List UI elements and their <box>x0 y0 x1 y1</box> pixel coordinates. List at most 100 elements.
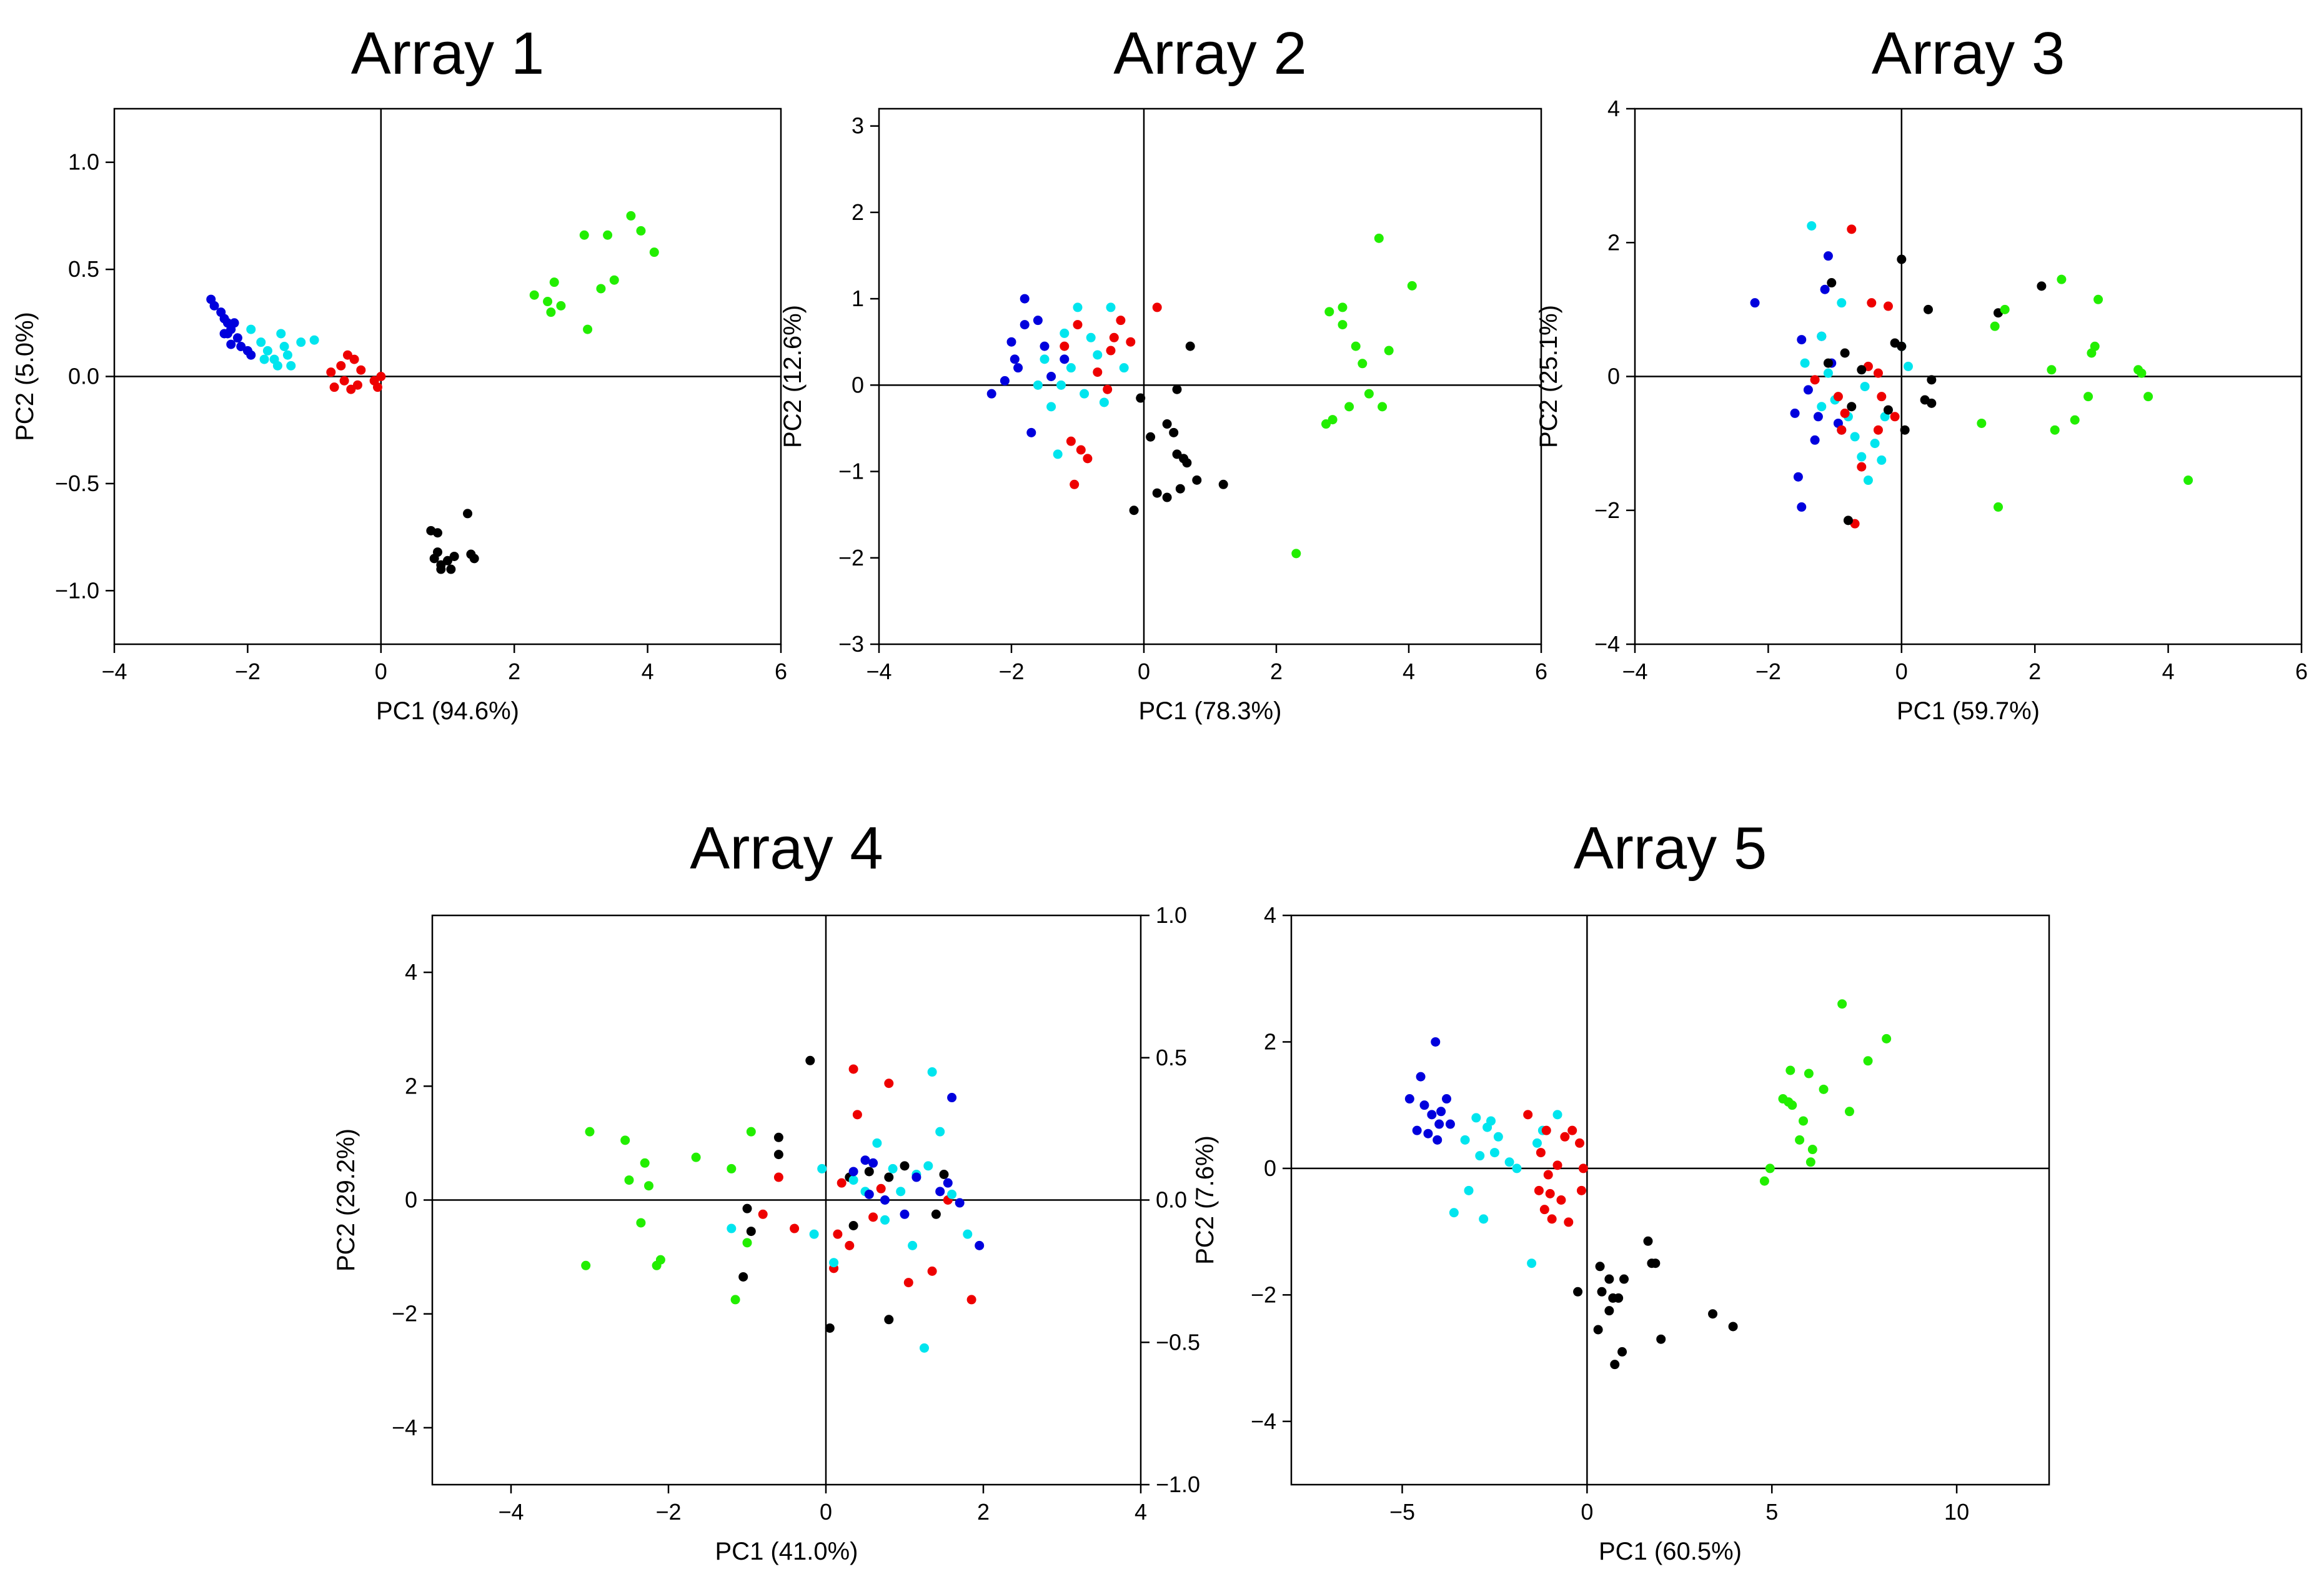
data-point-red <box>1093 367 1103 377</box>
data-point-green <box>626 211 636 221</box>
data-point-cyan <box>1449 1208 1459 1218</box>
data-point-blue <box>209 301 219 311</box>
series-black <box>1573 1236 1738 1370</box>
data-point-green <box>2183 476 2193 486</box>
data-point-red <box>352 380 362 390</box>
data-point-red <box>837 1178 847 1188</box>
y-tick-label: −1.0 <box>55 577 99 603</box>
data-point-blue <box>1423 1128 1433 1138</box>
y-tick-label: 0 <box>405 1187 417 1213</box>
data-point-red <box>372 382 382 392</box>
data-point-cyan <box>1877 455 1887 465</box>
x-tick-label: 4 <box>642 659 654 684</box>
data-point-black <box>432 528 442 538</box>
y-tick-label: 2 <box>1607 229 1620 255</box>
data-point-green <box>1837 999 1847 1009</box>
data-point-cyan <box>1056 380 1066 390</box>
data-point-black <box>900 1161 910 1171</box>
data-point-blue <box>1416 1072 1426 1082</box>
chart-array-1: Array 1 −4 −2 0 2 4 6 −1.0 −0.5 0.0 0.5 1.0 PC1 (94.… <box>11 20 787 725</box>
data-point-red <box>1534 1185 1544 1195</box>
series-green <box>581 1127 756 1305</box>
data-point-red <box>773 1172 783 1182</box>
data-point-green <box>1374 233 1384 243</box>
y2-tick-label: 0.5 <box>1156 1045 1187 1070</box>
data-point-cyan <box>262 346 272 356</box>
data-point-black <box>1651 1258 1661 1268</box>
y-axis-label: PC2 (7.6%) <box>1191 1135 1219 1265</box>
data-point-black <box>931 1209 941 1219</box>
data-point-black <box>1129 506 1139 516</box>
data-point-green <box>1324 307 1334 317</box>
data-point-green <box>1795 1135 1805 1145</box>
y-tick-label: 0 <box>852 372 864 397</box>
data-point-green <box>640 1158 650 1168</box>
x-tick-label: 2 <box>508 659 520 684</box>
data-point-blue <box>935 1187 945 1197</box>
data-point-cyan <box>963 1229 973 1239</box>
data-point-black <box>1857 365 1867 375</box>
data-point-blue <box>1419 1100 1429 1110</box>
data-point-green <box>1787 1100 1797 1110</box>
x-tick-label: 4 <box>1135 1499 1147 1525</box>
series-cyan <box>1033 302 1129 459</box>
data-point-red <box>336 361 346 371</box>
data-point-green <box>1863 1056 1873 1066</box>
y-tick-label: −4 <box>392 1415 417 1440</box>
data-point-green <box>655 1255 665 1265</box>
data-point-cyan <box>727 1223 737 1233</box>
data-point-green <box>1328 415 1338 425</box>
data-point-cyan <box>829 1258 839 1268</box>
x-tick-label: 0 <box>1895 659 1908 684</box>
y2-tick-label: 0.0 <box>1156 1187 1187 1213</box>
data-point-cyan <box>888 1163 898 1173</box>
series-blue <box>1404 1037 1455 1145</box>
x-tick-label: 6 <box>775 659 787 684</box>
series-black <box>738 1055 949 1333</box>
data-point-green <box>596 284 606 294</box>
data-point-blue <box>947 1093 957 1103</box>
data-point-green <box>1321 419 1331 429</box>
data-point-cyan <box>872 1138 882 1148</box>
data-point-black <box>1595 1262 1605 1272</box>
y-tick-label: −4 <box>1594 631 1620 657</box>
y2-tick-label: 1.0 <box>1156 902 1187 928</box>
data-point-black <box>1573 1287 1583 1297</box>
data-point-red <box>1837 425 1847 435</box>
data-point-black <box>432 547 442 557</box>
data-point-cyan <box>927 1067 937 1077</box>
data-point-cyan <box>947 1189 957 1199</box>
data-point-green <box>1407 281 1417 291</box>
data-point-red <box>1833 392 1843 402</box>
y-tick-label: 0 <box>1607 364 1620 389</box>
data-point-black <box>2037 281 2047 291</box>
data-point-green <box>742 1238 752 1248</box>
data-point-black <box>1923 304 1933 314</box>
x-tick-label: −4 <box>101 659 127 684</box>
data-point-black <box>884 1315 894 1325</box>
x-tick-label: −4 <box>1622 659 1647 684</box>
x-tick-label: −2 <box>1755 659 1781 684</box>
chart-array-4: Array 4 −4 −2 0 2 4 −4 −2 0 2 4 −1.0 −0.5 0.0 0.5 1.0 PC… <box>332 815 1200 1565</box>
data-point-green <box>579 230 589 240</box>
data-point-red <box>1060 341 1070 351</box>
data-point-green <box>1785 1065 1795 1075</box>
data-point-cyan <box>848 1175 858 1185</box>
data-point-red <box>1073 320 1083 330</box>
data-point-black <box>1152 488 1162 498</box>
data-point-cyan <box>1527 1258 1537 1268</box>
data-point-black <box>1823 358 1833 368</box>
data-point-blue <box>943 1178 953 1188</box>
data-point-cyan <box>1857 452 1867 462</box>
series-blue <box>206 294 256 360</box>
data-point-blue <box>1006 337 1016 347</box>
data-point-cyan <box>1066 363 1076 373</box>
data-point-red <box>346 384 356 394</box>
data-point-black <box>1604 1274 1614 1284</box>
x-tick-label: 2 <box>977 1499 990 1525</box>
data-point-cyan <box>1817 331 1827 341</box>
data-point-green <box>546 307 556 317</box>
data-point-cyan <box>1807 221 1817 231</box>
data-point-red <box>342 350 352 360</box>
plot-frame <box>1290 914 2050 1486</box>
